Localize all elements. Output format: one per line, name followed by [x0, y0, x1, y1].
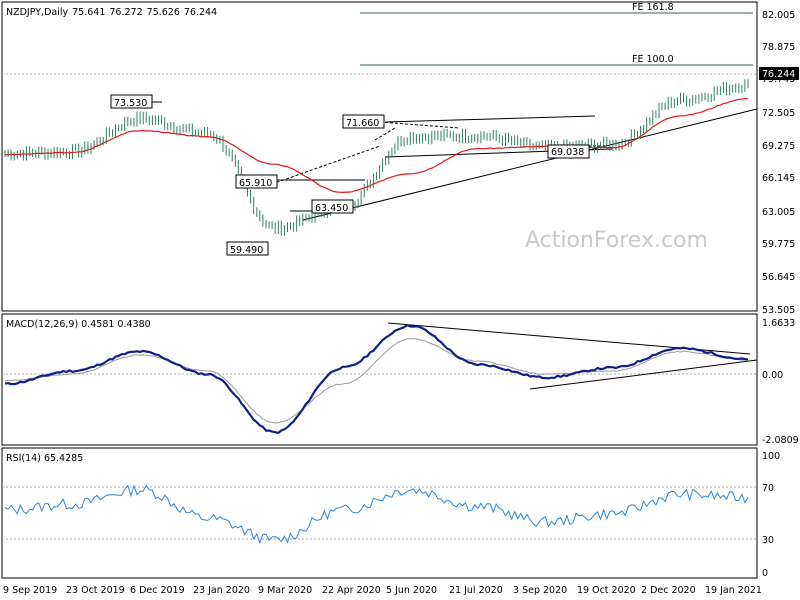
x-tick-label: 5 Jun 2020 — [386, 585, 437, 596]
rsi-panel — [1, 447, 758, 579]
rsi-y-tick: 70 — [762, 483, 774, 494]
price-y-tick: 69.275 — [762, 141, 795, 152]
rsi-y-tick: 100 — [762, 451, 780, 462]
fe-161-label: FE 161.8 — [632, 2, 674, 13]
price-y-tick: 59.775 — [762, 239, 795, 250]
annotation-box — [235, 174, 278, 189]
rsi-y-tick: 0 — [762, 568, 768, 579]
macd-y-tick: 1.6633 — [762, 318, 795, 329]
x-tick-label: 23 Oct 2019 — [66, 585, 125, 596]
price-title: NZDJPY,Daily 75.641 76.272 75.626 76.244 — [6, 7, 217, 18]
price-title-name: NZDJPY,Daily — [6, 7, 68, 18]
annotation-label: 69.038 — [551, 147, 584, 158]
annotation-label: 73.530 — [114, 98, 147, 109]
fe-100-label: FE 100.0 — [632, 54, 674, 65]
macd-main-line — [4, 323, 749, 435]
price-y-tick: 63.005 — [762, 207, 795, 218]
ohlc-low: 75.626 — [147, 7, 180, 18]
macd-signal-line — [4, 338, 749, 424]
price-panel — [1, 1, 758, 312]
x-tick-label: 22 Apr 2020 — [322, 585, 381, 596]
price-y-tick: 66.145 — [762, 173, 795, 184]
moving-average-line — [4, 97, 749, 194]
annotation-label: 65.910 — [239, 178, 272, 189]
ohlc-open: 75.641 — [72, 7, 105, 18]
macd-title: MACD(12,26,9) 0.4581 0.4380 — [6, 319, 151, 330]
annotation-box — [342, 114, 385, 129]
x-tick-label: 2 Dec 2020 — [641, 585, 696, 596]
price-y-tick: 56.645 — [762, 272, 795, 283]
annotation-label: 63.450 — [315, 203, 348, 214]
x-tick-label: 19 Oct 2020 — [577, 585, 636, 596]
dashed-line-a — [271, 145, 381, 185]
support-trendline — [302, 108, 758, 221]
price-y-tick: 78.875 — [762, 42, 795, 53]
x-tick-label: 21 Jul 2020 — [449, 585, 503, 596]
price-y-axis: 82.005 78.875 75.745 72.505 69.275 66.14… — [762, 10, 795, 316]
x-tick-label: 9 Sep 2019 — [3, 585, 57, 596]
rsi-y-tick: 30 — [762, 535, 774, 546]
macd-y-tick: -2.0809 — [762, 435, 799, 446]
x-axis: 9 Sep 2019 23 Oct 2019 6 Dec 2019 23 Jan… — [3, 585, 762, 596]
macd-y-tick: 0.00 — [762, 370, 783, 381]
annotation-label: 59.490 — [230, 245, 263, 256]
annotation-box — [226, 241, 269, 256]
trendlines — [271, 108, 758, 221]
macd-lower-trendline — [529, 359, 758, 390]
x-tick-label: 9 Mar 2020 — [258, 585, 312, 596]
last-price-box — [759, 67, 799, 80]
dashed-line-c — [379, 121, 461, 129]
annotation-label: 71.660 — [346, 118, 379, 129]
x-tick-label: 6 Dec 2019 — [130, 585, 185, 596]
x-tick-label: 19 Jan 2021 — [705, 585, 762, 596]
dashed-line-b — [374, 127, 396, 141]
ohlc-close: 76.244 — [184, 7, 217, 18]
rsi-line — [4, 484, 749, 545]
rsi-title: RSI(14) 65.4285 — [6, 453, 83, 464]
watermark: ActionForex.com — [525, 228, 708, 253]
annotation-box — [311, 199, 354, 214]
x-tick-label: 3 Sep 2020 — [513, 585, 567, 596]
price-annotations: 73.530 71.660 65.910 63.450 59.490 69.03… — [110, 94, 590, 256]
ohlc-high: 76.272 — [109, 7, 142, 18]
price-y-tick: 53.505 — [762, 305, 795, 316]
annotation-box — [547, 144, 590, 159]
price-y-tick: 72.505 — [762, 108, 795, 119]
last-price-label: 76.244 — [762, 69, 795, 80]
x-tick-label: 23 Jan 2020 — [193, 585, 250, 596]
channel-top-line — [384, 115, 596, 123]
price-y-tick: 82.005 — [762, 10, 795, 21]
macd-panel — [1, 313, 758, 446]
